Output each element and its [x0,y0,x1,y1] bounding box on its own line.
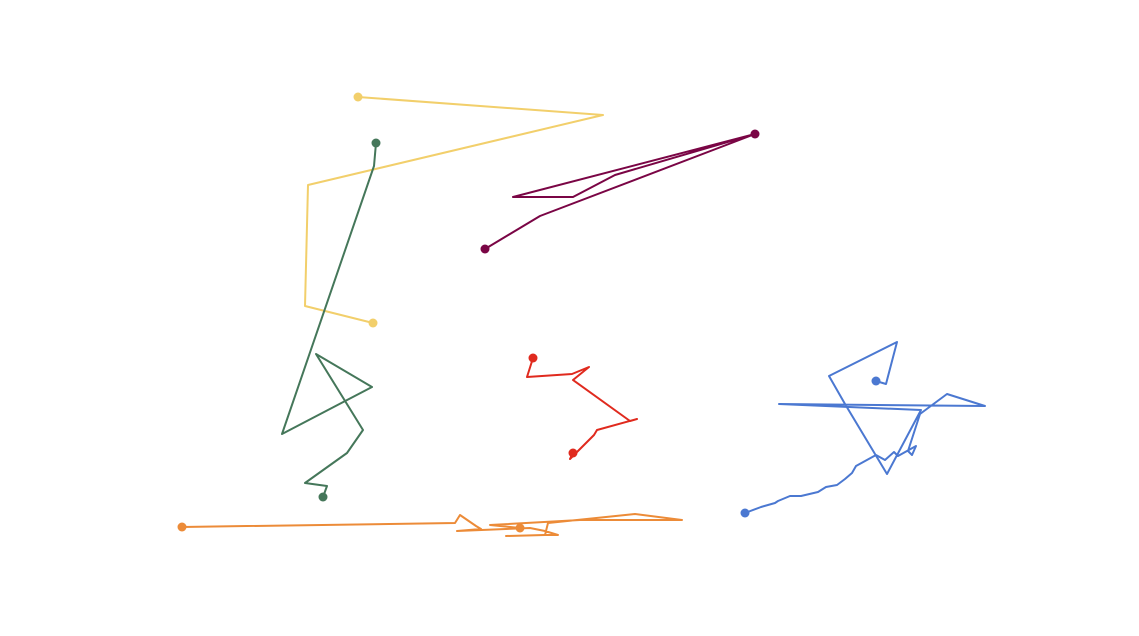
series-5-line [744,341,986,514]
series-2-line [281,142,377,498]
series-6-start-point [177,522,187,532]
series-6-end-point [515,523,525,533]
series-5-end-point [740,508,750,518]
series-4-end-point [568,448,578,458]
series-1-start-point [353,92,363,102]
series-1-line [304,96,604,324]
series-1-end-point [368,318,378,328]
series-4-line [526,357,638,460]
series-3-end-point [750,129,760,139]
series-2-start-point [371,138,381,148]
series-4-start-point [528,353,538,363]
series-5-start-point [871,376,881,386]
plot-area [177,92,986,537]
series-3-line [484,133,756,250]
series-2-end-point [318,492,328,502]
series-3-start-point [480,244,490,254]
series-6-line [181,513,683,537]
